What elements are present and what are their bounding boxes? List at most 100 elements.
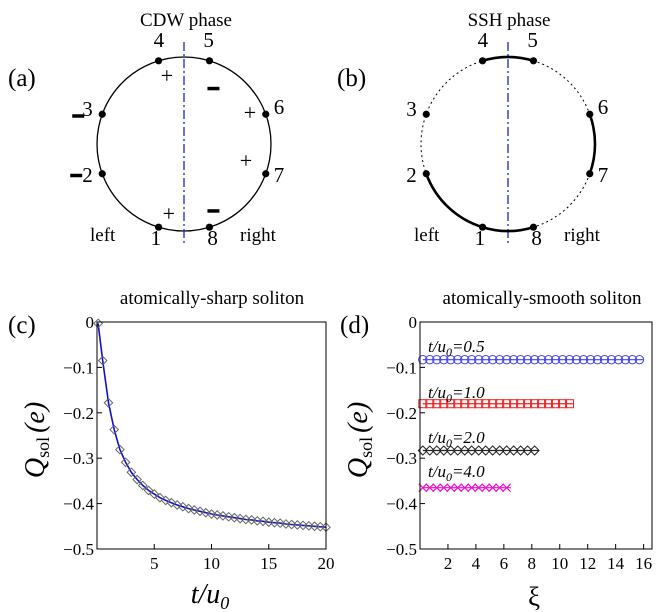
y-tick-label: −0.4 xyxy=(386,495,417,514)
data-point xyxy=(537,399,547,409)
data-point xyxy=(460,354,470,365)
panel-c-title: atomically-sharp soliton xyxy=(120,288,305,309)
data-point xyxy=(494,354,505,365)
cdw-sites: 1+234+56+7+8 xyxy=(70,28,284,250)
panel-a: (a) CDW phase 1+234+56+7+8 left right xyxy=(8,10,284,250)
plus-sign: + xyxy=(240,148,252,173)
data-point xyxy=(634,354,645,365)
left-label-b: left xyxy=(414,225,440,246)
y-tick-label: −0.5 xyxy=(386,540,417,559)
site-dot xyxy=(529,223,538,231)
site-number: 4 xyxy=(478,28,489,52)
plus-sign: + xyxy=(244,100,256,125)
data-point xyxy=(488,483,498,493)
data-point xyxy=(439,354,449,365)
data-point xyxy=(508,354,519,365)
data-point xyxy=(480,354,491,365)
site-number: 2 xyxy=(406,163,417,187)
site-dot xyxy=(478,223,487,231)
data-point xyxy=(487,445,498,456)
data-point xyxy=(599,354,610,365)
data-point xyxy=(473,445,484,456)
data-point xyxy=(155,492,165,503)
x-tick-label: 2 xyxy=(444,554,453,573)
strong-bond xyxy=(482,55,534,63)
x-tick-label: 10 xyxy=(551,554,568,573)
data-point xyxy=(487,354,498,365)
site-dot xyxy=(262,170,270,178)
x-tick-label: 4 xyxy=(472,554,481,573)
panel-d-ticks: 2 4 6 8 10 12 14 16 0 −0.1 −0.2 −0.3 −0.4 −0.5 xyxy=(386,313,652,573)
site-number: 7 xyxy=(274,163,285,187)
data-point xyxy=(137,480,148,491)
data-point xyxy=(494,445,505,456)
minus-sign xyxy=(207,86,220,91)
data-point xyxy=(571,354,582,365)
panel-d-title: atomically-smooth soliton xyxy=(443,288,642,309)
data-point xyxy=(189,505,200,515)
data-point xyxy=(515,445,526,456)
site-dot xyxy=(154,223,163,231)
site-dot xyxy=(262,110,270,118)
data-point xyxy=(432,354,442,365)
data-point xyxy=(529,445,540,456)
x-tick-label: 6 xyxy=(500,554,509,573)
data-point xyxy=(585,354,596,365)
panel-a-title: CDW phase xyxy=(140,10,232,31)
site-number: 4 xyxy=(154,28,165,52)
data-point xyxy=(446,399,456,409)
curve-label: t/u0=2.0 xyxy=(428,428,485,450)
data-point xyxy=(459,445,470,456)
data-point xyxy=(143,485,154,496)
data-point xyxy=(508,445,519,456)
data-point xyxy=(474,399,484,409)
data-point xyxy=(432,483,442,493)
data-point xyxy=(452,445,463,456)
site-dot xyxy=(422,110,430,118)
data-point xyxy=(473,354,484,365)
x-tick-label: 10 xyxy=(203,554,220,573)
site-number: 6 xyxy=(598,95,609,119)
site-number: 3 xyxy=(406,97,417,121)
data-point xyxy=(522,354,533,365)
data-point xyxy=(446,354,456,365)
y-tick-label: −0.1 xyxy=(386,358,417,377)
data-point xyxy=(439,483,449,493)
x-tick-label: 5 xyxy=(150,554,159,573)
data-point xyxy=(120,457,131,468)
x-tick-label: 15 xyxy=(260,554,277,573)
data-point xyxy=(613,354,624,365)
panel-d-frame xyxy=(419,321,653,550)
data-point xyxy=(565,399,575,409)
plus-sign: + xyxy=(163,201,175,226)
y-tick-label: −0.3 xyxy=(386,449,417,468)
data-point xyxy=(114,444,125,455)
data-point xyxy=(425,483,435,493)
data-point xyxy=(544,399,554,409)
data-point xyxy=(432,399,442,409)
x-tick-label: 8 xyxy=(528,554,537,573)
data-point xyxy=(523,399,533,409)
data-point xyxy=(467,354,477,365)
data-point xyxy=(126,467,137,478)
strong-bond xyxy=(425,173,483,229)
panel-b-label: (b) xyxy=(337,65,366,92)
data-point xyxy=(132,474,142,485)
panel-c: (c) atomically-sharp soliton 5 10 15 20 0 −0.… xyxy=(8,288,335,612)
site-number: 2 xyxy=(82,163,93,187)
data-point xyxy=(627,354,638,365)
data-point xyxy=(529,354,540,365)
site-dot xyxy=(586,110,594,118)
site-number: 5 xyxy=(527,28,538,52)
data-point xyxy=(223,511,234,522)
panel-c-ticks: 5 10 15 20 0 −0.1 −0.2 −0.3 −0.4 −0.5 xyxy=(63,313,334,573)
right-label-a: right xyxy=(240,225,277,246)
panel-c-plot xyxy=(93,318,331,533)
site-number: 3 xyxy=(82,97,93,121)
minus-sign xyxy=(70,173,83,178)
strong-bond xyxy=(588,113,597,175)
minus-sign xyxy=(72,114,85,118)
panel-d-xlabel: ξ xyxy=(528,582,540,612)
plus-sign: + xyxy=(161,63,173,88)
